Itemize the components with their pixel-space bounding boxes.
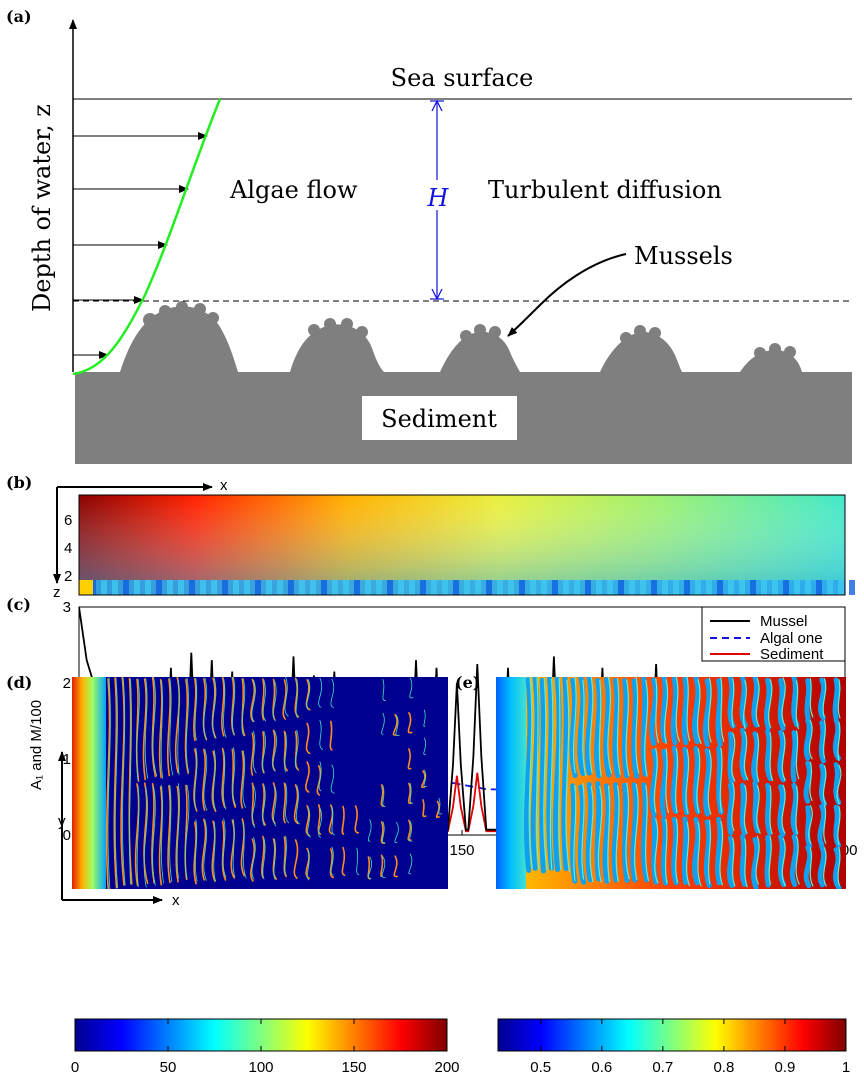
colorbar-tick-label: 0.5 — [530, 1059, 551, 1076]
velocity-profile-curve — [72, 98, 222, 376]
e-pattern-bands — [523, 677, 842, 889]
b-x-label: x — [220, 477, 228, 494]
algae-flow-label: Algae flow — [229, 176, 358, 204]
c-y-tick-label: 3 — [63, 599, 71, 616]
e-colorbar — [497, 1018, 847, 1052]
panel-c-label: (c) — [6, 595, 31, 614]
colorbar-tick-label: 0 — [71, 1059, 79, 1076]
c-legend: Mussel Algal one Sediment — [701, 606, 846, 663]
mussel-bumps — [143, 301, 796, 359]
panel-a-label: (a) — [6, 7, 32, 26]
panel-e: (e) 0.5 0.6 0.7 0.8 0.9 1 — [455, 673, 850, 1076]
colorbar-tick-label: 1 — [842, 1059, 850, 1076]
b-tick-4: 4 — [64, 540, 72, 557]
e-colorbar-ticks: 0.5 0.6 0.7 0.8 0.9 1 — [530, 1019, 850, 1076]
b-tick-6: 6 — [64, 512, 72, 529]
depth-axis-label: Depth of water, z — [28, 104, 56, 312]
b-z-label: z — [53, 584, 61, 601]
panel-d: (d) y x 0 50 100 150 200 — [6, 673, 460, 1076]
panel-a: (a) Sediment Depth of water, z Sea surfa… — [6, 7, 852, 464]
d-y-label: y — [58, 813, 66, 830]
colorbar-tick-label: 100 — [248, 1059, 273, 1076]
legend-sediment: Sediment — [760, 646, 824, 663]
colorbar-tick-label: 50 — [160, 1059, 177, 1076]
panel-d-label: (d) — [6, 673, 32, 692]
mussels-label: Mussels — [634, 242, 733, 270]
b-tick-2: 2 — [64, 568, 72, 585]
sediment-region — [75, 306, 852, 464]
panel-b: (b) x z 6 4 2 — [6, 473, 855, 601]
c-y-tick-label: 0 — [63, 827, 71, 844]
d-x-label: x — [172, 892, 180, 909]
colorbar-tick-label: 150 — [341, 1059, 366, 1076]
colorbar-tick-label: 0.8 — [713, 1059, 734, 1076]
legend-mussel: Mussel — [760, 613, 808, 630]
flow-arrows — [73, 132, 208, 359]
d-colorbar-ticks: 0 50 100 150 200 — [71, 1019, 460, 1076]
sediment-label: Sediment — [381, 405, 497, 433]
panel-b-label: (b) — [6, 473, 32, 492]
sediment-label-box — [362, 396, 517, 440]
colorbar-tick-label: 0.9 — [775, 1059, 796, 1076]
legend-algal: Algal one — [760, 630, 823, 647]
c-y-tick-label: 2 — [63, 675, 71, 692]
colorbar-tick-label: 0.7 — [652, 1059, 673, 1076]
c-x-tick-label: 150 — [449, 842, 474, 859]
colorbar-tick-label: 200 — [434, 1059, 459, 1076]
mussels-pointer-arrow — [507, 253, 627, 337]
sea-surface-label: Sea surface — [391, 64, 534, 92]
c-y-tick-label: 1 — [63, 751, 71, 768]
depth-symbol: H — [427, 184, 450, 212]
heatmap-near-bed-band — [79, 580, 855, 595]
d-field-map — [72, 677, 448, 889]
panel-e-label: (e) — [455, 673, 480, 692]
colorbar-tick-label: 0.6 — [591, 1059, 612, 1076]
turbulent-label: Turbulent diffusion — [488, 176, 722, 204]
d-pattern-bands — [105, 677, 443, 889]
c-y-label: A₁ and M/100 — [28, 700, 45, 790]
